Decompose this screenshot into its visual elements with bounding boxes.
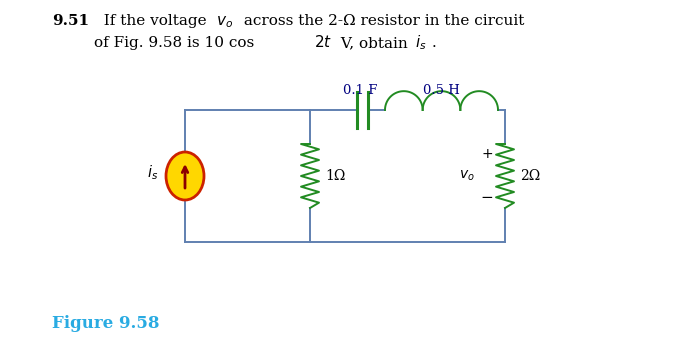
Text: 9.51: 9.51 [52,14,89,28]
Text: of Fig. 9.58 is 10 cos: of Fig. 9.58 is 10 cos [94,36,257,50]
Text: $i_s$: $i_s$ [415,33,426,52]
Text: V, obtain: V, obtain [337,36,413,50]
Text: $i_s$: $i_s$ [147,164,158,182]
Ellipse shape [166,152,204,200]
Text: $v_o$: $v_o$ [216,14,233,30]
Text: Figure 9.58: Figure 9.58 [52,315,159,333]
Text: 0.1 F: 0.1 F [343,84,377,97]
Text: .: . [432,36,436,50]
Text: +: + [481,147,492,161]
Text: across the 2-Ω resistor in the circuit: across the 2-Ω resistor in the circuit [239,14,524,28]
Text: If the voltage: If the voltage [94,14,211,28]
Text: $2t$: $2t$ [314,34,332,50]
Text: 1Ω: 1Ω [326,169,346,183]
Text: $v_o$: $v_o$ [459,169,475,183]
Text: −: − [481,190,493,206]
Text: 0.5 H: 0.5 H [423,84,460,97]
Text: 2Ω: 2Ω [521,169,541,183]
